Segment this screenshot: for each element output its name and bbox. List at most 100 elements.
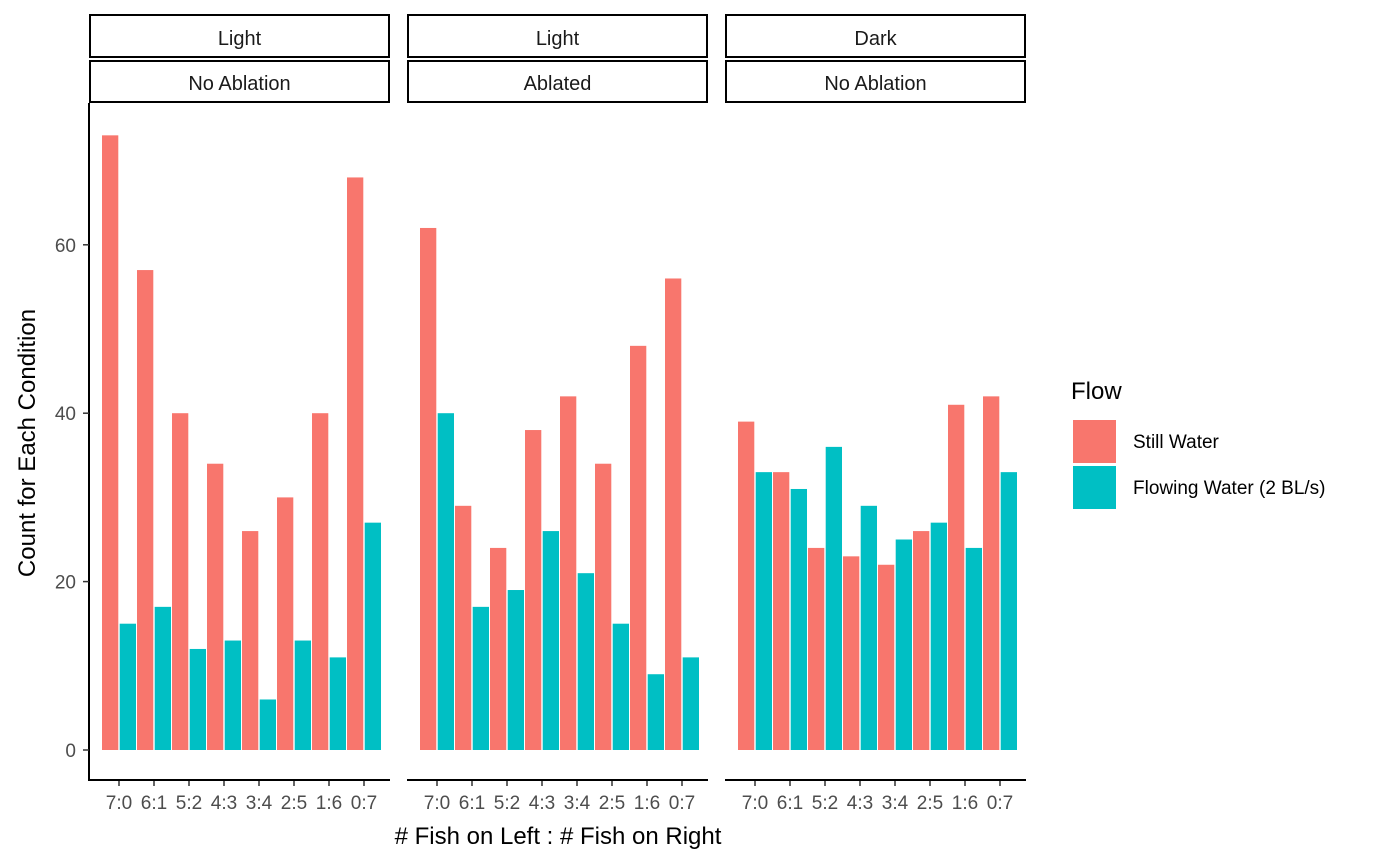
bar-flowing-1-6 — [329, 657, 346, 750]
bar-flowing-2-5 — [612, 623, 629, 750]
strip-bottom-box — [407, 60, 708, 103]
bar-still-0-7 — [347, 177, 364, 750]
x-axis-label: # Fish on Left : # Fish on Right — [395, 823, 722, 850]
bar-still-4-3 — [843, 556, 860, 750]
panel-2: Light Ablated 7:0 6:1 5:2 4:3 3:4 2:5 1:6 0:7 — [407, 14, 708, 814]
x-tick-label: 3:4 — [882, 793, 909, 814]
x-tick-label: 2:5 — [917, 793, 943, 814]
x-tick-label: 0:7 — [669, 793, 695, 814]
bar-flowing-1-6 — [647, 674, 664, 750]
legend-key-1 — [1073, 420, 1116, 463]
bar-still-0-7 — [665, 278, 682, 750]
x-tick-label: 5:2 — [812, 793, 838, 814]
x-tick-label: 6:1 — [141, 793, 167, 814]
bar-still-0-7 — [983, 396, 1000, 750]
bar-still-4-3 — [525, 430, 542, 750]
strip-bottom-box — [89, 60, 390, 103]
strip-bottom-label: Ablated — [524, 73, 592, 95]
bar-still-1-6 — [630, 345, 647, 750]
bar-flowing-5-2 — [189, 648, 206, 750]
x-tick-label: 0:7 — [351, 793, 377, 814]
x-tick-label: 4:3 — [211, 793, 237, 814]
legend-title: Flow — [1071, 378, 1122, 405]
strip-top-box — [407, 14, 708, 58]
x-tick-label: 3:4 — [564, 793, 591, 814]
x-tick-label: 1:6 — [634, 793, 660, 814]
bar-flowing-0-7 — [1000, 472, 1017, 750]
x-tick-label: 7:0 — [424, 793, 450, 814]
x-tick-label: 2:5 — [281, 793, 307, 814]
x-tick-label: 1:6 — [952, 793, 978, 814]
bar-still-5-2 — [808, 547, 825, 750]
bar-still-3-4 — [242, 531, 259, 750]
y-tick-label: 60 — [55, 236, 76, 257]
x-tick-label: 5:2 — [176, 793, 202, 814]
bar-still-5-2 — [172, 413, 189, 750]
y-axis-label: Count for Each Condition — [14, 309, 41, 577]
panel-1: Light No Ablation 7:0 6:1 5:2 4:3 3:4 2:5 1:6 0:7… — [55, 14, 390, 814]
bar-flowing-0-7 — [682, 657, 699, 750]
strip-top-label: Dark — [854, 28, 897, 50]
bar-flowing-3-4 — [577, 573, 594, 750]
panel-3: Dark No Ablation 7:0 6:1 5:2 4:3 3:4 2:5 1:6 0:7 — [725, 14, 1026, 814]
strip-top-box — [725, 14, 1026, 58]
legend-label-1: Still Water — [1133, 432, 1220, 453]
strip-top-label: Light — [536, 28, 580, 50]
bar-flowing-7-0 — [437, 413, 454, 750]
bar-still-1-6 — [312, 413, 329, 750]
bar-still-2-5 — [595, 463, 612, 750]
bar-still-6-1 — [773, 472, 790, 750]
strip-bottom-box — [725, 60, 1026, 103]
x-tick-label: 1:6 — [316, 793, 342, 814]
bar-flowing-3-4 — [895, 539, 912, 750]
strip-bottom-label: No Ablation — [188, 73, 290, 95]
bar-still-6-1 — [137, 270, 154, 750]
bar-still-7-0 — [102, 135, 119, 751]
bar-still-6-1 — [455, 505, 472, 750]
bar-flowing-2-5 — [930, 522, 947, 750]
bar-flowing-6-1 — [154, 606, 171, 750]
y-tick-label: 20 — [55, 573, 76, 594]
x-tick-label: 3:4 — [246, 793, 273, 814]
bar-flowing-2-5 — [294, 640, 311, 750]
x-tick-label: 6:1 — [459, 793, 485, 814]
legend-label-2: Flowing Water (2 BL/s) — [1133, 478, 1326, 499]
bar-flowing-7-0 — [755, 472, 772, 750]
legend: Flow Still Water Flowing Water (2 BL/s) — [1071, 378, 1326, 509]
bar-flowing-6-1 — [790, 488, 807, 750]
x-tick-label: 0:7 — [987, 793, 1013, 814]
bar-flowing-7-0 — [119, 623, 136, 750]
bar-still-1-6 — [948, 404, 965, 750]
bar-flowing-3-4 — [259, 699, 276, 750]
bar-still-4-3 — [207, 463, 224, 750]
bar-flowing-4-3 — [542, 531, 559, 750]
chart-panels: Light No Ablation 7:0 6:1 5:2 4:3 3:4 2:5 1:6 0:7… — [55, 14, 1026, 814]
bar-still-2-5 — [277, 497, 294, 750]
x-tick-label: 4:3 — [847, 793, 873, 814]
x-tick-label: 5:2 — [494, 793, 520, 814]
x-tick-label: 7:0 — [106, 793, 132, 814]
x-tick-label: 6:1 — [777, 793, 803, 814]
bar-still-7-0 — [420, 227, 437, 750]
bar-still-7-0 — [738, 421, 755, 750]
bar-still-3-4 — [878, 564, 895, 750]
bar-flowing-4-3 — [224, 640, 241, 750]
legend-key-2 — [1073, 466, 1116, 509]
strip-top-box — [89, 14, 390, 58]
y-tick-label: 0 — [65, 741, 76, 762]
x-tick-label: 2:5 — [599, 793, 625, 814]
y-tick-label: 40 — [55, 404, 76, 425]
bar-still-5-2 — [490, 547, 507, 750]
bar-flowing-5-2 — [507, 590, 524, 750]
bar-flowing-1-6 — [965, 547, 982, 750]
x-tick-label: 4:3 — [529, 793, 555, 814]
strip-bottom-label: No Ablation — [824, 73, 926, 95]
x-tick-label: 7:0 — [742, 793, 768, 814]
bar-flowing-4-3 — [860, 505, 877, 750]
bar-still-3-4 — [560, 396, 577, 750]
bar-flowing-0-7 — [364, 522, 381, 750]
bar-flowing-6-1 — [472, 606, 489, 750]
bar-flowing-5-2 — [825, 446, 842, 750]
bar-still-2-5 — [913, 531, 930, 750]
